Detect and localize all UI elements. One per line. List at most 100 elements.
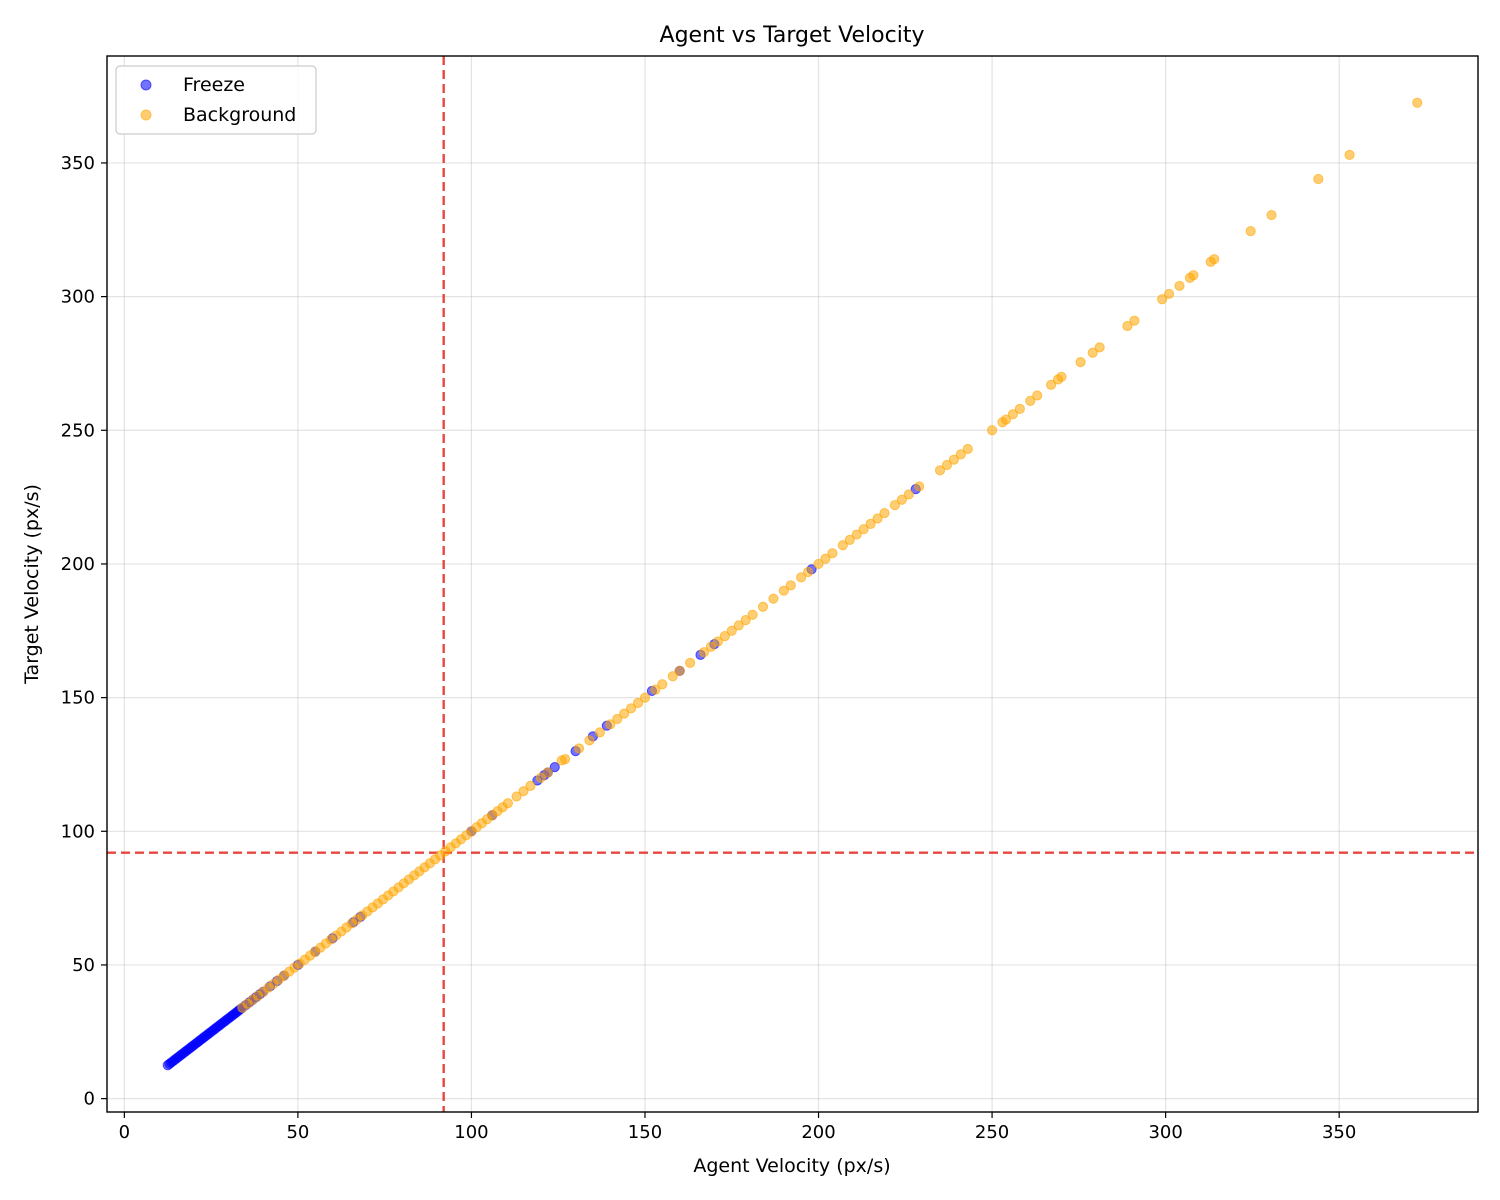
grid [107, 56, 1478, 1112]
y-tick-label: 300 [61, 287, 95, 308]
x-tick-label: 300 [1148, 1122, 1182, 1143]
point-background [502, 798, 513, 809]
point-background [573, 743, 585, 754]
point-background [712, 636, 723, 647]
point-background [657, 679, 668, 690]
point-background [619, 708, 630, 719]
legend-box [115, 65, 317, 135]
legend-label-freeze: Freeze [183, 74, 245, 96]
point-background [632, 697, 644, 709]
point-background [903, 489, 914, 500]
point-background [685, 657, 696, 668]
x-tick-label: 100 [454, 1122, 488, 1143]
x-tick-label: 150 [628, 1122, 662, 1143]
point-background [851, 529, 862, 540]
point-background [733, 620, 744, 631]
point-background [594, 727, 605, 738]
point-background [865, 518, 876, 529]
point-background [1056, 371, 1067, 382]
point-background [803, 566, 814, 578]
point-background [650, 684, 661, 695]
point-background [674, 665, 685, 676]
series-background [237, 97, 1423, 1013]
point-background [858, 524, 869, 535]
y-tick-label: 250 [61, 420, 95, 441]
point-background [813, 558, 824, 570]
point-freeze [549, 762, 560, 773]
x-axis-ticks: 0 50 100 150 200 250 300 350 [119, 1112, 1356, 1143]
legend: Freeze Background [115, 65, 317, 135]
point-background [747, 609, 758, 620]
point-background [542, 767, 553, 778]
point-background [1157, 294, 1168, 305]
y-tick-label: 150 [61, 688, 95, 709]
point-background [934, 465, 946, 476]
x-tick-label: 250 [975, 1122, 1009, 1143]
point-background [778, 585, 789, 596]
point-background [827, 548, 838, 559]
point-background [757, 601, 769, 612]
point-background [626, 703, 637, 714]
point-background [768, 593, 779, 604]
point-background [705, 641, 717, 652]
point-background [1007, 409, 1019, 420]
point-background [511, 791, 522, 802]
point-background [719, 631, 730, 642]
reference-lines [107, 56, 1478, 1112]
point-background [1025, 395, 1036, 406]
point-background [535, 772, 546, 783]
point-background [1174, 280, 1185, 292]
point-background [914, 481, 925, 492]
point-background [1032, 390, 1043, 401]
point-background [518, 786, 529, 797]
point-background [986, 425, 998, 436]
point-background [1209, 254, 1220, 265]
data-points [162, 97, 1423, 1071]
point-background [740, 614, 751, 626]
point-background [879, 508, 890, 519]
x-tick-label: 50 [286, 1122, 309, 1143]
point-background [896, 494, 907, 505]
point-background [1188, 270, 1199, 281]
point-background [698, 647, 710, 658]
plot-frame [106, 55, 1479, 1113]
point-background [837, 540, 848, 551]
point-background [639, 692, 651, 703]
y-tick-label: 100 [61, 821, 95, 842]
point-background [785, 580, 796, 591]
point-background [962, 443, 973, 455]
y-axis-ticks: 0 50 100 150 200 250 300 350 [61, 153, 107, 1110]
point-background [948, 454, 959, 465]
y-tick-label: 200 [61, 554, 95, 575]
point-background [1087, 347, 1098, 358]
point-background [1045, 379, 1057, 390]
chart-title: Agent vs Target Velocity [660, 23, 925, 48]
point-background [1000, 414, 1012, 425]
point-background [1014, 403, 1025, 414]
x-tick-label: 200 [801, 1122, 835, 1143]
point-background [1344, 149, 1355, 161]
point-background [584, 735, 595, 746]
legend-label-background: Background [183, 104, 296, 126]
point-background [1313, 173, 1324, 185]
point-background [796, 572, 807, 583]
point-background [612, 713, 623, 725]
y-tick-label: 50 [72, 955, 95, 976]
y-tick-label: 350 [61, 153, 95, 174]
point-background [1075, 357, 1086, 368]
point-background [941, 459, 953, 471]
x-tick-label: 0 [119, 1122, 130, 1143]
point-background [1163, 288, 1175, 300]
y-tick-label: 0 [84, 1089, 95, 1110]
point-background [1266, 209, 1277, 221]
point-background [525, 780, 536, 791]
point-background [955, 449, 966, 460]
point-background [1412, 97, 1423, 108]
point-background [820, 553, 831, 564]
point-background [667, 671, 678, 682]
point-background [560, 754, 571, 765]
x-tick-label: 350 [1322, 1122, 1356, 1143]
point-background [605, 719, 616, 730]
point-background [1122, 320, 1133, 332]
